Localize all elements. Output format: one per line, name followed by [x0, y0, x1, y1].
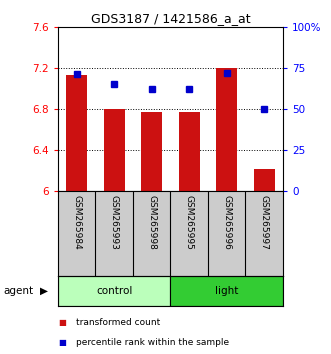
Text: GSM265995: GSM265995: [185, 195, 194, 250]
Text: ■: ■: [58, 319, 66, 327]
Text: percentile rank within the sample: percentile rank within the sample: [76, 338, 229, 347]
Bar: [216, 68, 237, 191]
Bar: [254, 169, 274, 191]
Text: light: light: [215, 286, 238, 296]
Bar: [141, 112, 162, 191]
Text: transformed count: transformed count: [76, 319, 161, 327]
Text: ■: ■: [58, 338, 66, 347]
Bar: [58, 276, 170, 306]
Bar: [170, 276, 283, 306]
Bar: [104, 109, 124, 191]
Bar: [179, 112, 200, 191]
Text: GSM265984: GSM265984: [72, 195, 81, 250]
Text: agent: agent: [3, 286, 33, 296]
Text: GSM265996: GSM265996: [222, 195, 231, 250]
Text: GSM265993: GSM265993: [110, 195, 119, 250]
Text: control: control: [96, 286, 132, 296]
Bar: [66, 75, 87, 191]
Title: GDS3187 / 1421586_a_at: GDS3187 / 1421586_a_at: [91, 12, 250, 25]
Text: GSM265998: GSM265998: [147, 195, 156, 250]
Text: ▶: ▶: [40, 286, 48, 296]
Text: GSM265997: GSM265997: [260, 195, 269, 250]
